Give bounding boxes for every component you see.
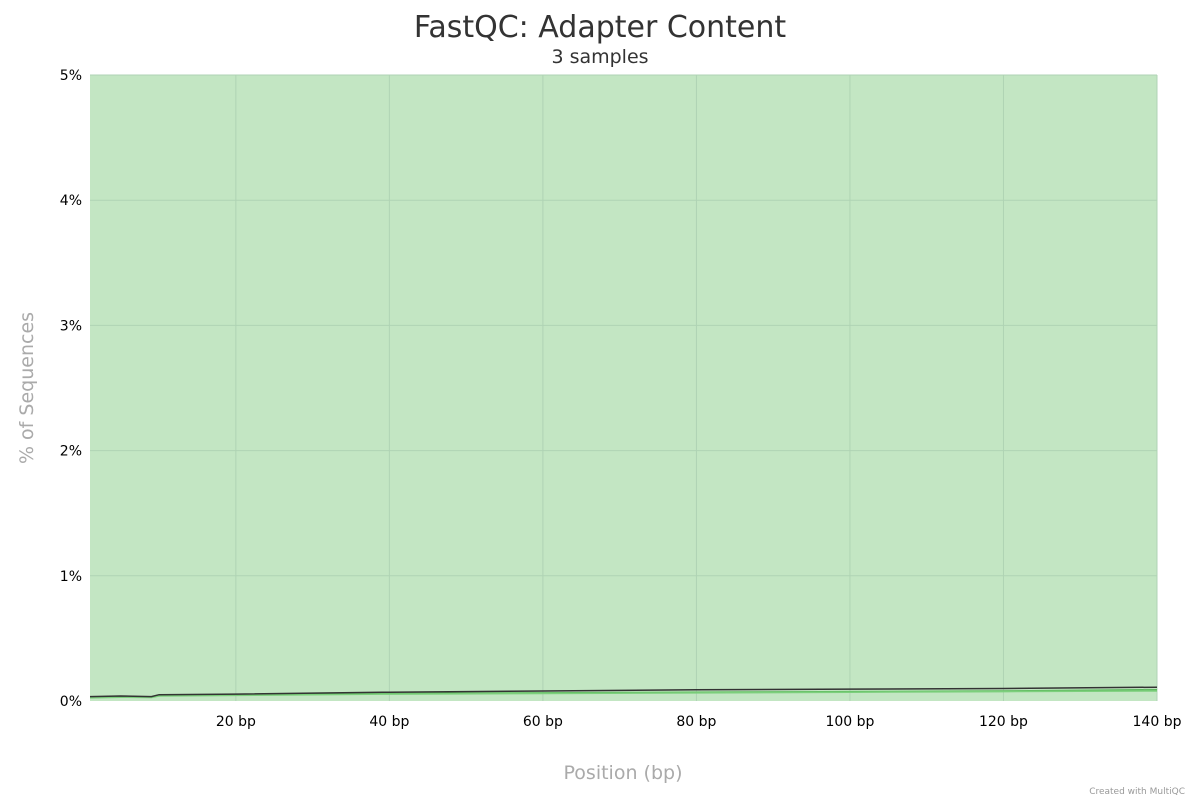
series-line-sample-2[interactable] [89,690,1158,699]
x-tick-label: 60 bp [523,714,563,730]
y-axis-title: % of Sequences [16,312,38,464]
chart-title: FastQC: Adapter Content [414,10,787,45]
x-axis-title: Position (bp) [564,762,683,784]
credit-link[interactable]: Created with MultiQC [1089,787,1185,797]
y-tick-label: 4% [60,193,82,209]
y-tick-label: 3% [60,318,82,334]
x-tick-label: 80 bp [676,714,716,730]
series-line-sample-3[interactable] [89,686,1158,698]
y-tick-label: 5% [60,68,82,84]
pass-band [90,75,1157,701]
x-tick-label: 120 bp [979,714,1028,730]
chart-subtitle: 3 samples [551,46,648,68]
x-tick-label: 20 bp [216,714,256,730]
x-tick-label: 40 bp [369,714,409,730]
x-tick-label: 140 bp [1133,714,1182,730]
y-tick-label: 2% [60,444,82,460]
y-tick-label: 0% [60,694,82,710]
x-tick-label: 100 bp [825,714,874,730]
y-tick-label: 1% [60,569,82,585]
